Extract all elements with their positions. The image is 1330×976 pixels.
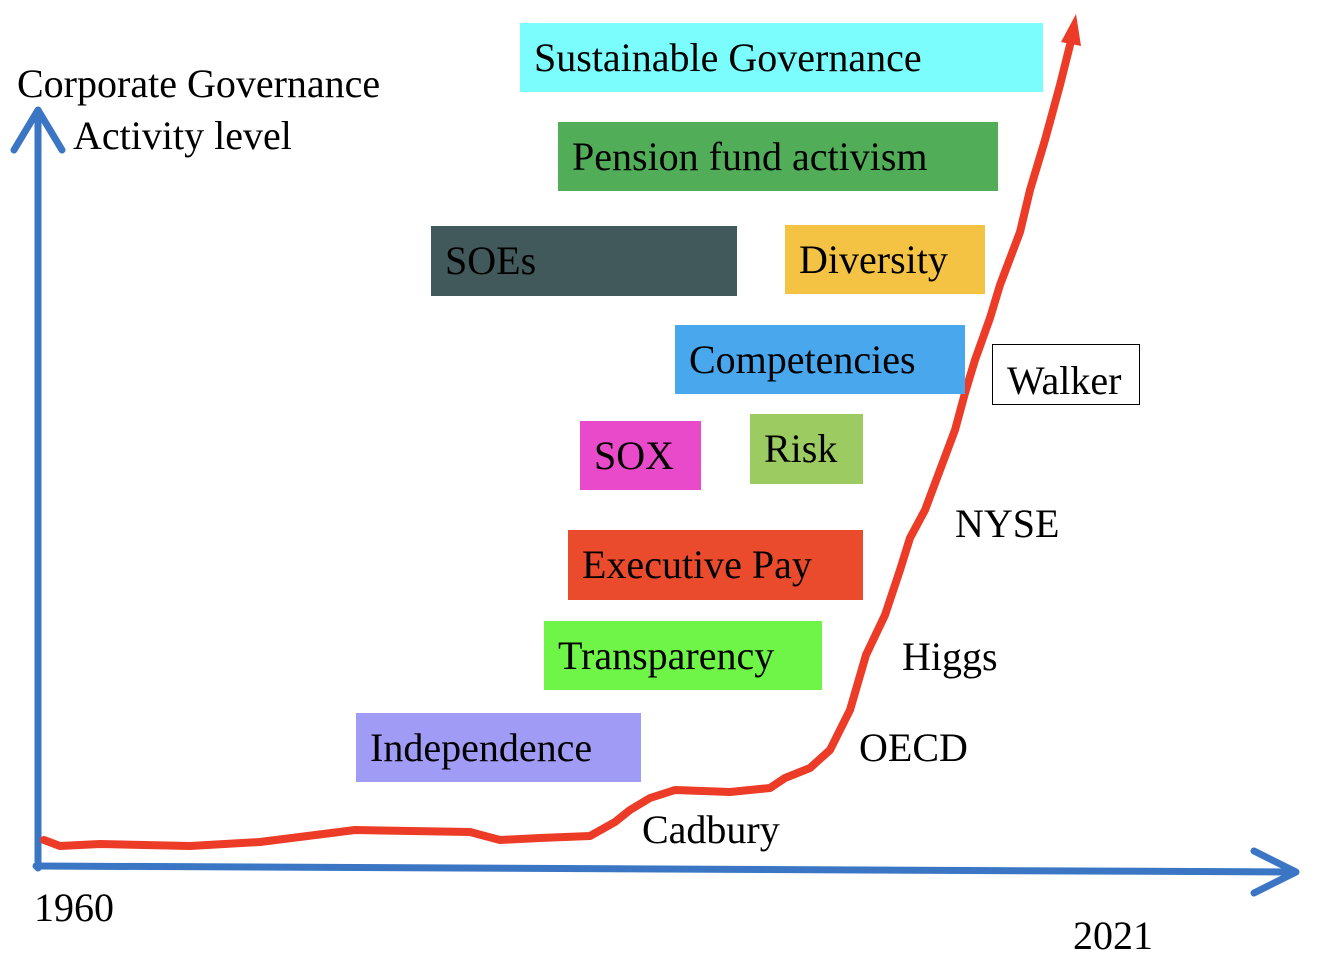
x-axis-line — [32, 862, 1294, 876]
milestone-higgs: Higgs — [902, 634, 998, 679]
x-axis-arrowhead — [1250, 847, 1300, 897]
y-axis-title-line2: Activity level — [73, 113, 292, 158]
theme-independence: Independence — [356, 713, 641, 782]
theme-executive-pay: Executive Pay — [568, 530, 863, 600]
activity-curve — [40, 41, 1074, 850]
theme-pension-fund-activism: Pension fund activism — [558, 122, 998, 191]
x-axis-start-label: 1960 — [34, 885, 114, 930]
y-axis-arrowhead — [10, 106, 66, 154]
theme-soes: SOEs — [431, 226, 737, 296]
milestone-cadbury: Cadbury — [642, 807, 780, 852]
theme-transparency: Transparency — [544, 621, 822, 690]
x-axis-end-label: 2021 — [1073, 913, 1153, 958]
y-axis-title: Corporate Governance Activity level — [17, 58, 380, 162]
theme-sox: SOX — [580, 421, 701, 490]
theme-risk: Risk — [750, 414, 863, 484]
theme-competencies: Competencies — [675, 325, 965, 394]
milestone-oecd: OECD — [859, 725, 968, 770]
theme-diversity: Diversity — [785, 225, 985, 294]
theme-sustainable-governance: Sustainable Governance — [520, 23, 1043, 92]
y-axis-title-line1: Corporate Governance — [17, 61, 381, 106]
activity-curve-arrowhead — [1061, 14, 1081, 46]
milestone-walker: Walker — [992, 344, 1140, 405]
milestone-nyse: NYSE — [955, 501, 1060, 546]
